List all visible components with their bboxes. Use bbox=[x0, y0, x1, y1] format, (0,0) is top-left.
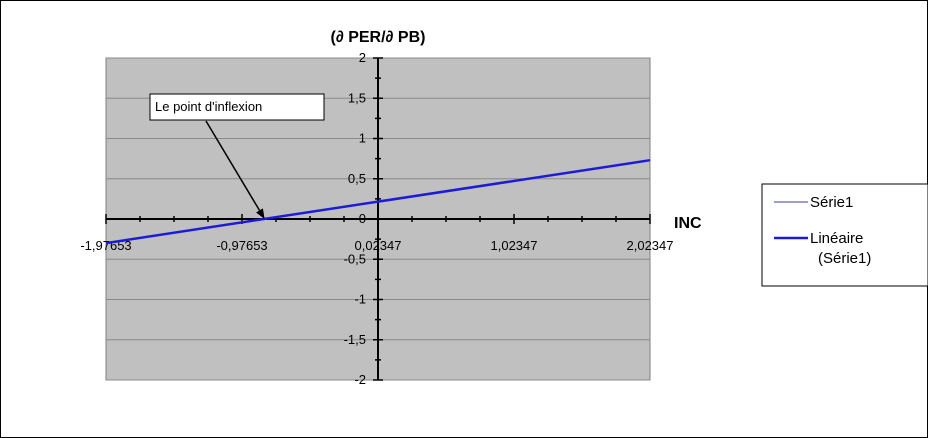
y-tick-label-4: 0 bbox=[359, 211, 366, 226]
legend-label-lineaire: Linéaire (Série1) bbox=[810, 230, 871, 267]
x-tick-label-3: 1,02347 bbox=[491, 238, 538, 253]
y-tick-label-8: 2 bbox=[359, 50, 366, 65]
x-axis-title: INC bbox=[674, 215, 702, 232]
y-tick-label-6: 1 bbox=[359, 131, 366, 146]
legend: Série1 Linéaire (Série1) bbox=[761, 183, 928, 287]
chart-title: (∂ PER/∂ PB) bbox=[331, 29, 426, 46]
legend-label-serie1: Série1 bbox=[810, 194, 853, 211]
annotation-arrowhead bbox=[256, 208, 265, 219]
y-tick-label-3: -0,5 bbox=[344, 251, 366, 266]
x-tick-label-2: 0,02347 bbox=[355, 238, 402, 253]
series-line-1 bbox=[105, 158, 651, 245]
legend-label-lineaire-line1: Linéaire bbox=[810, 230, 863, 247]
tick-marks bbox=[105, 57, 651, 381]
annotation: Le point d'inflexion bbox=[149, 93, 325, 219]
legend-box bbox=[761, 183, 928, 287]
annotation-text: Le point d'inflexion bbox=[155, 99, 262, 114]
annotation-arrow bbox=[205, 120, 261, 211]
y-tick-label-7: 1,5 bbox=[348, 90, 366, 105]
series-layer bbox=[105, 158, 651, 245]
x-tick-label-1: -0,97653 bbox=[216, 238, 267, 253]
y-tick-label-5: 0,5 bbox=[348, 171, 366, 186]
y-tick-label-0: -2 bbox=[354, 372, 366, 387]
y-tick-label-2: -1 bbox=[354, 292, 366, 307]
y-tick-labels: -2 -1,5 -1 -0,5 0 0,5 1 1,5 2 bbox=[344, 50, 366, 387]
y-tick-label-1: -1,5 bbox=[344, 332, 366, 347]
annotation-box bbox=[149, 93, 325, 121]
x-tick-label-4: 2,02347 bbox=[627, 238, 674, 253]
legend-label-lineaire-line2: (Série1) bbox=[818, 250, 871, 267]
